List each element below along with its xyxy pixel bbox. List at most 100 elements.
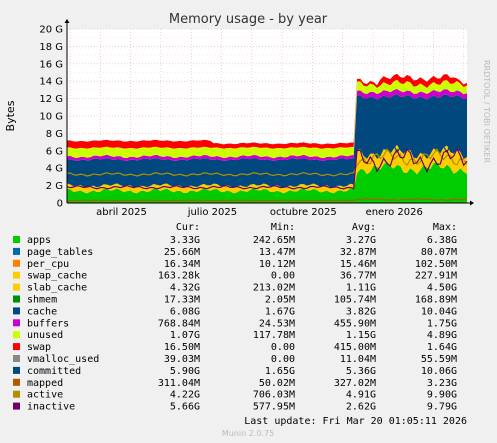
legend-min-value: 10.12M [259,259,295,270]
legend-cur-value: 4.32G [170,283,200,294]
legend-swatch [13,319,20,327]
rrdtool-watermark: RRDTOOL / TOBI OETIKER [482,60,491,163]
legend-swatch [13,378,20,386]
legend-cur-value: 39.03M [164,354,200,365]
legend-series-name: slab_cache [27,283,87,294]
legend-row-apps: apps 3.33G 242.65M 3.27G 6.38G [13,235,457,246]
legend-series-name: swap [27,342,51,353]
legend-cur-value: 6.08G [170,306,200,317]
legend-max-value: 9.90G [427,390,457,401]
legend-max-value: 55.59M [421,354,457,365]
legend-swatch [13,307,20,315]
legend-min-value: 117.78M [253,330,295,341]
legend-swatch [13,236,20,243]
legend-swatch [13,283,20,291]
munin-version: Munin 2.0.75 [222,429,274,438]
legend-header-min: Min: [271,222,295,233]
legend-swatch [13,331,20,339]
legend-swatch [13,247,20,255]
area-apps [67,161,467,203]
legend-cur-value: 5.90G [170,366,200,377]
legend-header-avg: Avg: [352,222,376,233]
legend-row-committed: committed 5.90G 1.65G 5.36G 10.06G [13,366,457,377]
legend-avg-value: 2.62G [346,402,376,413]
y-tick-label: 2 G [46,181,63,192]
legend-series-name: apps [27,235,51,246]
y-tick-label: 14 G [39,77,63,88]
legend-min-value: 50.02M [259,378,295,389]
legend-swatch [13,343,20,351]
legend: Cur: Min: Avg: Max: apps 3.33G 242.65M 3.27G 6.3… [13,222,457,413]
legend-min-value: 13.47M [259,247,295,258]
legend-series-name: per_cpu [27,259,69,270]
y-tick-label: 6 G [46,146,63,157]
legend-min-value: 242.65M [253,235,295,246]
legend-avg-value: 4.91G [346,390,376,401]
legend-min-value: 24.53M [259,318,295,329]
y-tick-label: 8 G [46,129,63,140]
y-tick-label: 0 [57,199,63,210]
legend-max-value: 6.38G [427,235,457,246]
line-active [66,148,468,177]
legend-avg-value: 3.27G [346,235,376,246]
axes [64,19,474,206]
line-committed [66,131,468,166]
y-axis-label: Bytes [4,100,17,131]
legend-max-value: 4.50G [427,283,457,294]
legend-row-unused: unused 1.07G 117.78M 1.15G 4.89G [13,330,457,341]
x-tick-label: julio 2025 [187,207,237,218]
legend-max-value: 168.89M [415,295,457,306]
legend-avg-value: 5.36G [346,366,376,377]
y-tick-label: 16 G [39,59,63,70]
legend-cur-value: 1.07G [170,330,200,341]
legend-min-value: 0.00 [271,271,295,282]
line-mapped [66,198,468,202]
legend-avg-value: 415.00M [334,342,376,353]
legend-row-slab-cache: slab_cache 4.32G 213.02M 1.11G 4.50G [13,283,457,294]
legend-row-active: active 4.22G 706.03M 4.91G 9.90G [13,390,457,401]
legend-swatch [13,390,20,398]
legend-cur-value: 17.33M [164,295,200,306]
legend-cur-value: 5.66G [170,402,200,413]
last-update: Last update: Fri Mar 20 01:05:11 2026 [244,416,467,427]
legend-max-value: 10.04G [421,306,457,317]
legend-header-cur: Cur: [176,222,200,233]
legend-cur-value: 163.28k [158,271,200,282]
legend-max-value: 10.06G [421,366,457,377]
legend-series-name: committed [27,366,81,377]
area-swap [67,73,467,149]
legend-series-name: swap_cache [27,271,87,282]
legend-row-cache: cache 6.08G 1.67G 3.82G 10.04G [13,306,457,317]
legend-min-value: 0.00 [271,342,295,353]
legend-row-per-cpu: per_cpu 16.34M 10.12M 15.46M 102.50M [13,259,457,270]
legend-max-value: 1.64G [427,342,457,353]
legend-series-name: vmalloc_used [27,354,99,365]
legend-cur-value: 16.50M [164,342,200,353]
legend-row-swap-cache: swap_cache 163.28k 0.00 36.77M 227.91M [13,271,457,282]
y-axis-arrow [64,19,70,23]
legend-series-name: mapped [27,378,63,389]
legend-avg-value: 105.74M [334,295,376,306]
legend-row-page-tables: page_tables 25.66M 13.47M 32.87M 80.07M [13,247,457,258]
legend-min-value: 0.00 [271,354,295,365]
legend-row-shmem: shmem 17.33M 2.05M 105.74M 168.89M [13,295,457,306]
legend-min-value: 1.65G [265,366,295,377]
legend-row-vmalloc-used: vmalloc_used 39.03M 0.00 11.04M 55.59M [13,354,457,365]
legend-max-value: 102.50M [415,259,457,270]
legend-swatch [13,295,20,303]
legend-swatch [13,402,20,410]
x-tick-label: enero 2026 [366,207,423,218]
legend-avg-value: 11.04M [340,354,376,365]
legend-series-name: buffers [27,318,69,329]
legend-avg-value: 1.15G [346,330,376,341]
legend-cur-value: 3.33G [170,235,200,246]
legend-avg-value: 455.90M [334,318,376,329]
x-tick-label: octubre 2025 [270,207,337,218]
legend-series-name: active [27,390,63,401]
legend-avg-value: 36.77M [340,271,376,282]
legend-series-name: cache [27,306,57,317]
y-tick-label: 4 G [46,164,63,175]
legend-swatch [13,259,20,267]
legend-swatch [13,271,20,279]
